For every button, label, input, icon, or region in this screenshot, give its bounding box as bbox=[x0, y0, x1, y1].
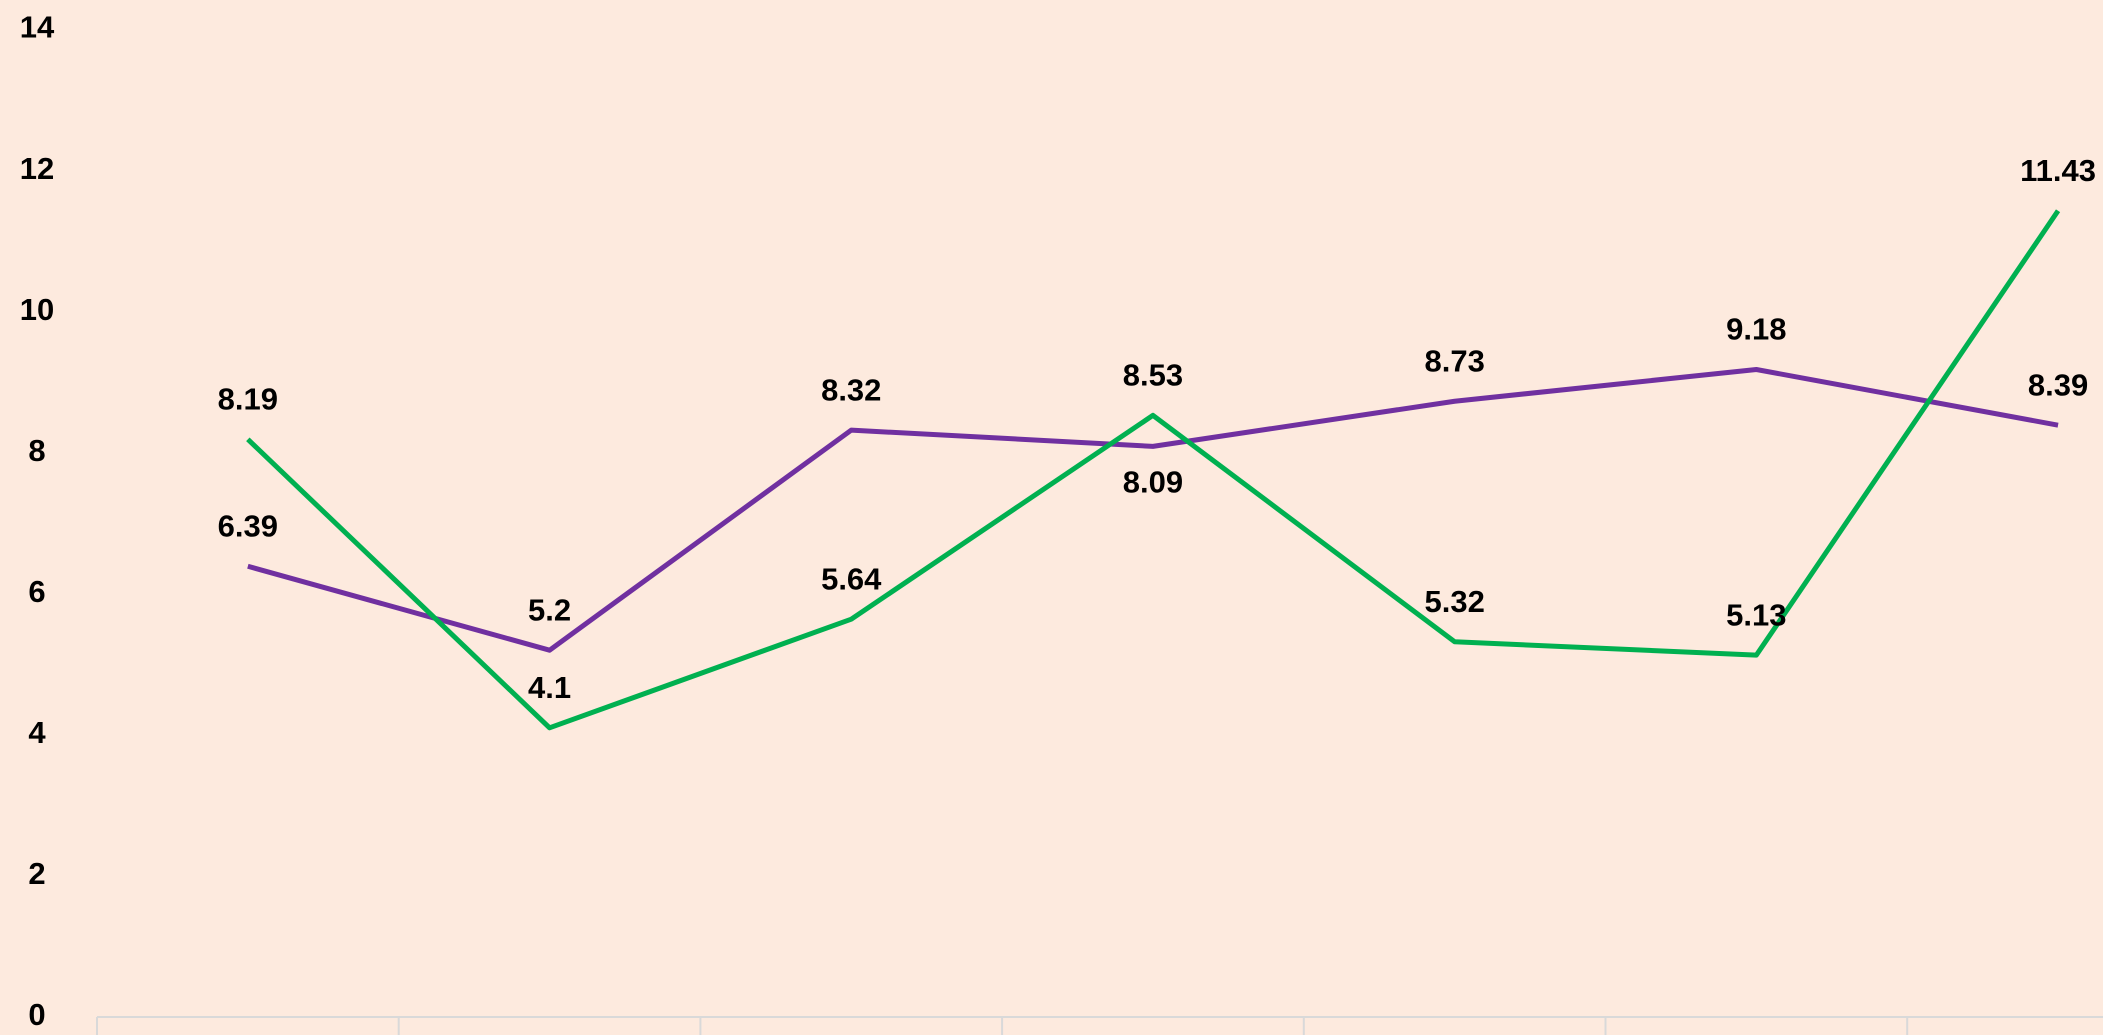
data-label: 11.43 bbox=[2020, 153, 2096, 188]
y-tick-label: 8 bbox=[28, 433, 45, 468]
data-label: 8.19 bbox=[218, 382, 278, 417]
x-tick-label: 1989 bbox=[817, 1033, 886, 1035]
x-tick-label: 1994 bbox=[1118, 1033, 1188, 1035]
x-tick-label: 1987 bbox=[213, 1033, 282, 1035]
data-label: 9.18 bbox=[1726, 312, 1786, 347]
x-tick-label: 1997 bbox=[2024, 1033, 2093, 1035]
data-label: 6.39 bbox=[218, 508, 278, 543]
data-label: 8.32 bbox=[821, 372, 881, 407]
x-tick-label: 1996 bbox=[1722, 1033, 1791, 1035]
y-tick-label: 10 bbox=[20, 292, 54, 327]
data-label: 8.73 bbox=[1424, 343, 1484, 378]
x-tick-label: 1995 bbox=[1420, 1033, 1489, 1035]
data-label: 5.13 bbox=[1726, 597, 1786, 632]
data-label: 8.39 bbox=[2028, 367, 2088, 402]
x-tick-label: 1988 bbox=[515, 1033, 584, 1035]
data-label: 4.1 bbox=[528, 670, 571, 705]
series-line bbox=[246, 209, 2061, 731]
data-label: 8.53 bbox=[1123, 358, 1183, 393]
series-line bbox=[247, 366, 2059, 653]
data-label: 8.09 bbox=[1123, 465, 1183, 500]
y-tick-label: 6 bbox=[28, 574, 45, 609]
data-label: 5.64 bbox=[821, 561, 882, 596]
data-label: 5.2 bbox=[528, 592, 571, 627]
y-tick-label: 14 bbox=[20, 10, 55, 45]
y-tick-label: 12 bbox=[20, 151, 54, 186]
y-tick-label: 0 bbox=[28, 997, 45, 1032]
y-tick-label: 2 bbox=[28, 856, 45, 891]
data-label: 5.32 bbox=[1424, 584, 1484, 619]
y-tick-label: 4 bbox=[28, 715, 46, 750]
